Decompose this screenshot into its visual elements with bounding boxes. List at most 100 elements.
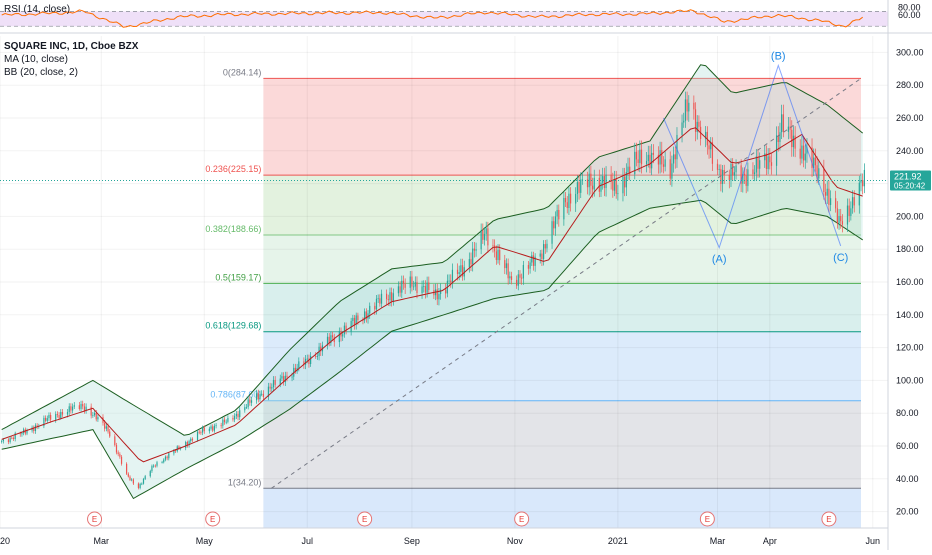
candle-body: [294, 367, 297, 372]
earnings-marker[interactable]: E: [357, 511, 373, 527]
candle-body: [9, 437, 11, 443]
candle-body: [515, 279, 518, 286]
price-tick-label: 200.00: [896, 211, 924, 221]
candle-body: [553, 221, 555, 229]
earnings-marker-label: E: [826, 515, 831, 524]
bollinger-bands: [1, 64, 864, 500]
candle-body: [438, 293, 440, 300]
time-tick-label: Mar: [710, 536, 726, 546]
candle-body: [350, 320, 352, 332]
candle-body: [735, 165, 737, 173]
earnings-marker[interactable]: E: [699, 511, 715, 527]
fib-zone: [263, 234, 861, 284]
candle-body: [757, 156, 759, 169]
candle-body: [220, 425, 222, 427]
candle-body: [83, 406, 86, 411]
candle-body: [781, 114, 783, 133]
candle-body: [532, 255, 535, 266]
countdown-label: 05:20:42: [894, 181, 926, 190]
candle-body: [721, 169, 724, 184]
candle-body: [510, 276, 513, 280]
candle-body: [563, 197, 565, 220]
candle-body: [33, 427, 35, 431]
candle-body: [244, 407, 246, 411]
candle-body: [149, 471, 151, 477]
price-tick-label: 80.00: [896, 408, 919, 418]
fibonacci-retracement[interactable]: 0(284.14) 0.236(225.15) 0.382(188.66) 0.5(1…: [205, 67, 861, 528]
candle-body: [416, 282, 418, 293]
candle-body: [742, 173, 744, 184]
candle-body: [191, 438, 194, 441]
candle-body: [539, 253, 541, 257]
time-tick-label: Jun: [866, 536, 881, 546]
candle-body: [164, 456, 167, 460]
candle-body: [566, 202, 568, 208]
candle-body: [564, 197, 567, 203]
ma-legend[interactable]: MA (10, close): [4, 54, 68, 65]
candle-body: [681, 122, 683, 135]
candle-body: [740, 165, 742, 184]
candle-body: [117, 452, 119, 455]
candle-body: [333, 337, 335, 343]
candle-body: [61, 412, 64, 415]
candle-body: [818, 168, 820, 179]
time-tick-label: Mar: [94, 536, 110, 546]
candle-body: [826, 188, 828, 196]
candle-body: [424, 286, 427, 293]
candle-body: [14, 433, 16, 439]
candle-body: [752, 169, 754, 174]
candle-body: [745, 175, 747, 186]
bb-lower-line: [1, 199, 863, 500]
candle-body: [215, 425, 217, 427]
candle-body: [223, 419, 226, 423]
candle-body: [593, 177, 595, 190]
candle-body: [269, 386, 271, 389]
candle-body: [629, 166, 631, 175]
time-tick-label: Jul: [301, 536, 313, 546]
candle-body: [137, 483, 140, 489]
candle-body: [672, 154, 675, 164]
candle-body: [554, 216, 557, 229]
candle-body: [835, 198, 837, 209]
candle-body: [374, 305, 376, 310]
candle-body: [802, 145, 805, 161]
earnings-marker[interactable]: E: [205, 511, 221, 527]
candle-body: [860, 180, 862, 183]
candle-body: [404, 283, 406, 288]
candle-body: [743, 173, 746, 176]
candle-body: [480, 230, 482, 250]
candle-body: [791, 129, 793, 148]
fib-level-label: 0(284.14): [223, 67, 262, 77]
earnings-marker-circle: [205, 511, 221, 527]
candle-body: [622, 176, 624, 194]
candle-body: [779, 132, 781, 143]
candle-body: [109, 431, 111, 437]
candle-body: [306, 358, 308, 360]
candle-body: [281, 376, 283, 379]
price-tick-label: 140.00: [896, 310, 924, 320]
candle-body: [775, 135, 778, 166]
earnings-marker[interactable]: E: [821, 511, 837, 527]
candle-body: [696, 121, 698, 132]
rsi-legend[interactable]: RSI (14, close): [4, 4, 71, 15]
candle-body: [531, 255, 533, 263]
candle-body: [44, 417, 47, 421]
candle-body: [468, 259, 470, 268]
candle-body: [602, 176, 604, 183]
drawings[interactable]: (A) (B) (C): [0, 51, 888, 489]
candle-body: [624, 176, 626, 188]
earnings-marker[interactable]: E: [87, 511, 103, 527]
candle-body: [222, 419, 224, 426]
candle-body: [851, 197, 854, 209]
bb-legend[interactable]: BB (20, close, 2): [4, 67, 78, 78]
candle-body: [475, 249, 477, 251]
candle-body: [342, 334, 344, 337]
candle-body: [730, 163, 732, 180]
candle-body: [46, 418, 48, 421]
ma-line: [1, 127, 863, 463]
earnings-marker[interactable]: E: [514, 511, 530, 527]
candle-body: [132, 479, 134, 484]
candle-body: [320, 346, 322, 352]
